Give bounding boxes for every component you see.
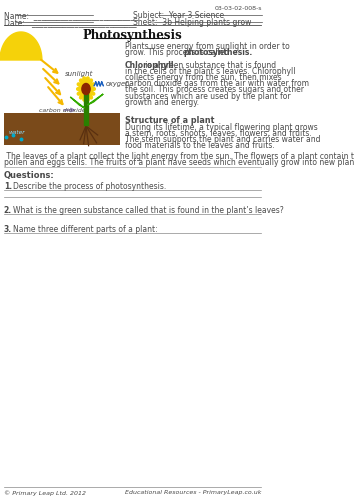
Text: 1.: 1.: [4, 182, 12, 191]
Text: The stem supports the plant and carries water and: The stem supports the plant and carries …: [125, 135, 320, 144]
Text: 3.: 3.: [4, 225, 12, 234]
Text: sunlight: sunlight: [65, 71, 93, 77]
Text: carbon dioxide: carbon dioxide: [39, 108, 86, 112]
Text: carbon dioxide gas from the air with water from: carbon dioxide gas from the air with wat…: [125, 79, 309, 88]
Text: water: water: [9, 130, 25, 134]
Text: What is the green substance called that is found in the plant’s leaves?: What is the green substance called that …: [13, 206, 284, 215]
Text: © Primary Leap Ltd. 2012: © Primary Leap Ltd. 2012: [4, 490, 86, 496]
Text: collects energy from the sun, then mixes: collects energy from the sun, then mixes: [125, 73, 281, 82]
Text: Chlorophyll: Chlorophyll: [125, 60, 175, 70]
Text: oxygen: oxygen: [105, 81, 130, 87]
Text: Date:   ___________________________: Date: ___________________________: [4, 18, 136, 27]
Text: Plants use energy from sunlight in order to: Plants use energy from sunlight in order…: [125, 42, 290, 51]
Polygon shape: [70, 97, 85, 108]
Polygon shape: [0, 32, 42, 60]
Bar: [4, 113, 120, 145]
Text: is a green substance that is found: is a green substance that is found: [143, 60, 276, 70]
Text: Questions:: Questions:: [4, 171, 55, 180]
Text: 03-03-02-008-s: 03-03-02-008-s: [214, 6, 262, 11]
Text: The leaves of a plant collect the light energy from the sun. The flowers of a pl: The leaves of a plant collect the light …: [4, 152, 354, 161]
Text: a stem, roots, shoots, leaves, flowers, and fruits.: a stem, roots, shoots, leaves, flowers, …: [125, 129, 312, 138]
Text: Name three different parts of a plant:: Name three different parts of a plant:: [13, 225, 158, 234]
Text: Name:  ___________________________: Name: ___________________________: [4, 11, 138, 20]
Text: grow. This process is called: grow. This process is called: [125, 48, 232, 57]
Text: in the cells of the plant’s leaves. Chlorophyll: in the cells of the plant’s leaves. Chlo…: [125, 67, 295, 76]
Text: Photosynthesis: Photosynthesis: [82, 29, 182, 42]
Polygon shape: [87, 94, 103, 105]
Text: During its lifetime, a typical flowering plant grows: During its lifetime, a typical flowering…: [125, 122, 318, 132]
Text: Structure of a plant: Structure of a plant: [125, 116, 214, 126]
Circle shape: [82, 84, 90, 94]
Text: Sheet:  3b Helping plants grow: Sheet: 3b Helping plants grow: [133, 18, 251, 27]
Text: pollen and eggs cells. The fruits of a plant have seeds which eventually grow in: pollen and eggs cells. The fruits of a p…: [4, 158, 354, 167]
Text: Describe the process of photosynthesis.: Describe the process of photosynthesis.: [13, 182, 167, 191]
Text: photosynthesis.: photosynthesis.: [183, 48, 252, 57]
Text: food materials to the leaves and fruits.: food materials to the leaves and fruits.: [125, 141, 275, 150]
Text: 2.: 2.: [4, 206, 12, 215]
Text: Educational Resources - PrimaryLeap.co.uk: Educational Resources - PrimaryLeap.co.u…: [125, 490, 261, 495]
Text: the soil. This process creates sugars and other: the soil. This process creates sugars an…: [125, 86, 304, 94]
Text: substances which are used by the plant for: substances which are used by the plant f…: [125, 92, 291, 100]
Text: Subject:  Year 3 Science: Subject: Year 3 Science: [133, 11, 224, 20]
Text: growth and energy.: growth and energy.: [125, 98, 199, 107]
